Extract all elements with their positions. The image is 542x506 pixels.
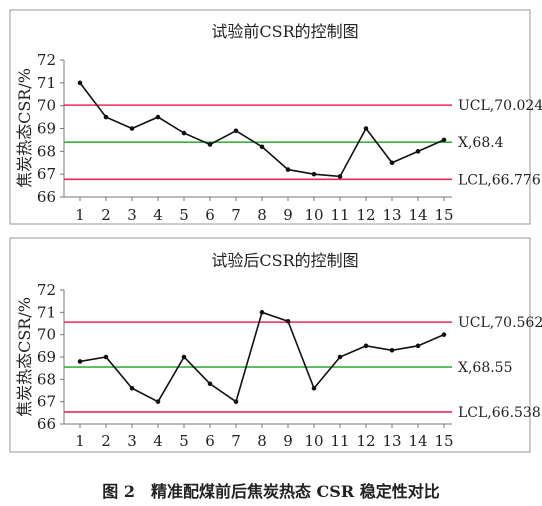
data-point bbox=[389, 348, 395, 353]
x-tick-label: 5 bbox=[179, 432, 189, 450]
y-axis-label: 焦炭热态CSR/% bbox=[15, 68, 34, 188]
data-point bbox=[285, 318, 291, 324]
x-tick-label: 4 bbox=[153, 432, 163, 450]
chart-title: 试验后CSR的控制图 bbox=[211, 251, 358, 270]
y-tick-label: 68 bbox=[37, 370, 56, 388]
data-point bbox=[311, 385, 317, 391]
reference-line-label: LCL,66.538 bbox=[458, 405, 541, 421]
data-point bbox=[155, 399, 161, 404]
data-point bbox=[311, 171, 317, 177]
figure-caption: 图 2 精准配煤前后焦炭热态 CSR 稳定性对比 bbox=[102, 482, 439, 501]
y-tick-label: 72 bbox=[37, 51, 56, 69]
x-tick-label: 13 bbox=[382, 206, 401, 224]
x-tick-label: 12 bbox=[356, 432, 375, 450]
reference-line-label: UCL,70.562 bbox=[458, 315, 542, 331]
data-point bbox=[389, 160, 395, 166]
data-point bbox=[415, 343, 421, 349]
x-tick-label: 11 bbox=[330, 432, 349, 450]
y-tick-label: 71 bbox=[37, 303, 56, 321]
y-tick-label: 67 bbox=[37, 393, 56, 411]
x-tick-label: 7 bbox=[231, 432, 241, 450]
data-point bbox=[77, 80, 83, 86]
y-tick-label: 66 bbox=[37, 188, 56, 206]
x-tick-label: 2 bbox=[101, 432, 111, 450]
data-point bbox=[285, 167, 291, 172]
x-tick-label: 4 bbox=[153, 206, 163, 224]
data-point bbox=[207, 381, 213, 387]
y-tick-label: 70 bbox=[37, 326, 56, 344]
x-tick-label: 13 bbox=[382, 432, 401, 450]
y-tick-label: 66 bbox=[37, 415, 56, 433]
x-tick-label: 10 bbox=[304, 206, 323, 224]
data-point bbox=[233, 399, 239, 404]
x-tick-label: 5 bbox=[179, 206, 189, 224]
y-tick-label: 69 bbox=[37, 348, 56, 366]
x-tick-label: 9 bbox=[283, 432, 293, 450]
data-point bbox=[181, 130, 187, 136]
reference-line-label: X,68.55 bbox=[458, 360, 513, 376]
y-tick-label: 67 bbox=[37, 165, 56, 183]
reference-line-label: LCL,66.776 bbox=[458, 172, 541, 188]
y-tick-label: 68 bbox=[37, 142, 56, 160]
data-point bbox=[129, 126, 135, 131]
data-point bbox=[259, 144, 265, 150]
x-tick-label: 11 bbox=[330, 206, 349, 224]
reference-line-label: UCL,70.024 bbox=[458, 98, 542, 114]
x-tick-label: 14 bbox=[408, 206, 427, 224]
y-axis-label: 焦炭热态CSR/% bbox=[15, 297, 34, 417]
x-tick-label: 15 bbox=[434, 206, 453, 224]
chart-frame bbox=[9, 9, 531, 225]
data-point bbox=[129, 385, 135, 391]
x-tick-label: 3 bbox=[127, 206, 137, 224]
x-tick-label: 9 bbox=[283, 206, 293, 224]
chart-title: 试验前CSR的控制图 bbox=[211, 22, 358, 41]
data-point bbox=[103, 354, 109, 360]
data-point bbox=[155, 114, 161, 120]
x-tick-label: 14 bbox=[408, 432, 427, 450]
x-tick-label: 8 bbox=[257, 206, 267, 224]
data-point bbox=[337, 174, 343, 179]
data-point bbox=[207, 142, 213, 147]
x-tick-label: 2 bbox=[101, 206, 111, 224]
y-tick-label: 70 bbox=[37, 97, 56, 115]
x-tick-label: 10 bbox=[304, 432, 323, 450]
data-point bbox=[259, 310, 265, 315]
data-point bbox=[181, 354, 187, 360]
x-tick-label: 15 bbox=[434, 432, 453, 450]
data-point bbox=[363, 126, 369, 131]
data-point bbox=[441, 332, 447, 337]
chart-frame bbox=[9, 237, 531, 453]
reference-line-label: X,68.4 bbox=[458, 135, 504, 151]
x-tick-label: 7 bbox=[231, 206, 241, 224]
data-point bbox=[337, 354, 343, 360]
data-point bbox=[363, 343, 369, 349]
data-point bbox=[441, 137, 447, 143]
x-tick-label: 6 bbox=[205, 432, 215, 450]
x-tick-label: 1 bbox=[75, 206, 85, 224]
data-point bbox=[415, 149, 421, 154]
y-tick-label: 71 bbox=[37, 74, 56, 92]
y-tick-label: 69 bbox=[37, 120, 56, 138]
x-tick-label: 12 bbox=[356, 206, 375, 224]
x-tick-label: 6 bbox=[205, 206, 215, 224]
data-point bbox=[103, 114, 109, 120]
data-point bbox=[233, 128, 239, 134]
y-tick-label: 72 bbox=[37, 281, 56, 299]
x-tick-label: 8 bbox=[257, 432, 267, 450]
x-tick-label: 1 bbox=[75, 432, 85, 450]
x-tick-label: 3 bbox=[127, 432, 137, 450]
data-point bbox=[77, 359, 83, 364]
